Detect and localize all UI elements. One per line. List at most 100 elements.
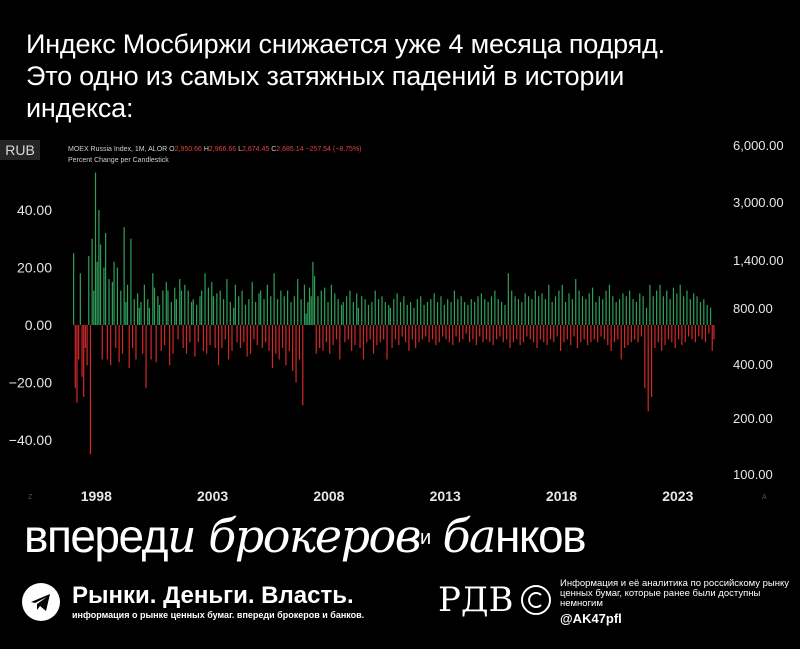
bar: [266, 284, 268, 325]
bar: [185, 325, 188, 354]
bar: [602, 299, 604, 326]
y-tick-left: 20.00: [17, 260, 52, 276]
bar: [603, 325, 605, 340]
bar: [256, 325, 258, 346]
bar: [618, 299, 621, 326]
bar: [376, 325, 378, 346]
bar: [251, 281, 253, 326]
bar: [613, 325, 616, 343]
bar: [211, 281, 213, 326]
bar: [116, 267, 119, 325]
bar: [442, 325, 444, 337]
bar: [364, 299, 366, 326]
bar: [591, 287, 594, 326]
bar: [329, 325, 331, 354]
bar: [295, 325, 297, 383]
y-tick-right: 1,400.00: [733, 253, 784, 268]
bar: [607, 325, 609, 346]
bar: [662, 296, 664, 325]
channel-handle: @AK47pfl: [560, 611, 622, 626]
bar: [522, 325, 525, 343]
bar: [361, 296, 363, 325]
bar: [645, 307, 648, 325]
bar: [194, 325, 196, 357]
brand-tagline: информация о рынке ценных бумаг. впереди…: [72, 610, 365, 620]
legend-low-value: 2,674.45: [241, 146, 270, 153]
bar: [315, 325, 317, 354]
bar: [103, 267, 105, 325]
bar: [610, 325, 612, 351]
bar: [231, 325, 233, 351]
bar: [335, 325, 338, 340]
bar: [110, 325, 112, 366]
bar: [292, 325, 294, 371]
headline-line-1: Индекс Мосбиржи снижается уже 4 месяца п…: [26, 29, 665, 59]
bar: [504, 304, 506, 326]
bar: [125, 302, 127, 325]
bar: [172, 325, 174, 354]
bar: [169, 325, 171, 366]
bar: [399, 302, 402, 325]
bar: [317, 296, 319, 325]
bar: [527, 296, 530, 325]
bar: [485, 325, 488, 340]
corner-right-label: A: [762, 494, 767, 501]
bar: [91, 238, 93, 325]
bar: [408, 325, 410, 351]
bar: [576, 325, 579, 348]
bar: [531, 299, 533, 326]
bar: [484, 299, 486, 326]
bar: [86, 325, 88, 366]
bar: [420, 296, 422, 325]
bar: [585, 299, 587, 326]
bar: [624, 325, 626, 348]
bar: [699, 302, 702, 325]
bar: [177, 325, 179, 340]
bar: [83, 325, 85, 397]
bar: [248, 299, 250, 326]
bar: [372, 325, 375, 354]
bar: [303, 284, 306, 325]
bar: [676, 293, 678, 326]
bar: [543, 325, 545, 343]
headline: Индекс Мосбиржи снижается уже 4 месяца п…: [26, 28, 766, 124]
footer-info: Информация и её аналитика по российскому…: [560, 578, 790, 609]
bar: [354, 325, 356, 346]
bar: [565, 302, 567, 325]
bar: [480, 293, 482, 326]
bar: [332, 325, 334, 346]
bar: [313, 276, 316, 326]
bar: [79, 273, 81, 325]
bar: [113, 261, 115, 325]
bar: [696, 296, 698, 325]
legend-low-label: L: [238, 146, 242, 153]
bar: [460, 296, 462, 325]
bar: [499, 325, 501, 337]
bar: [367, 304, 370, 326]
bar: [570, 325, 572, 346]
bar: [260, 290, 262, 325]
bar: [581, 296, 584, 325]
bar: [413, 307, 415, 325]
bar: [627, 325, 629, 346]
y-tick-right: 6,000.00: [733, 138, 784, 153]
bar: [512, 325, 515, 343]
bar: [217, 325, 220, 366]
x-tick: 2018: [546, 488, 577, 504]
bar: [275, 325, 277, 354]
bar: [430, 299, 432, 326]
bar: [617, 325, 619, 340]
legend-indicator: Percent Change per Candlestick: [68, 157, 169, 164]
bar: [374, 290, 376, 325]
bar: [308, 287, 311, 326]
bar: [236, 325, 238, 343]
bar: [219, 290, 221, 325]
bar: [600, 325, 602, 337]
bar: [78, 325, 80, 360]
bar: [99, 244, 102, 325]
bar: [233, 307, 235, 325]
bar: [438, 325, 440, 343]
bar: [502, 325, 504, 343]
bar: [431, 325, 434, 340]
bar: [453, 290, 456, 325]
